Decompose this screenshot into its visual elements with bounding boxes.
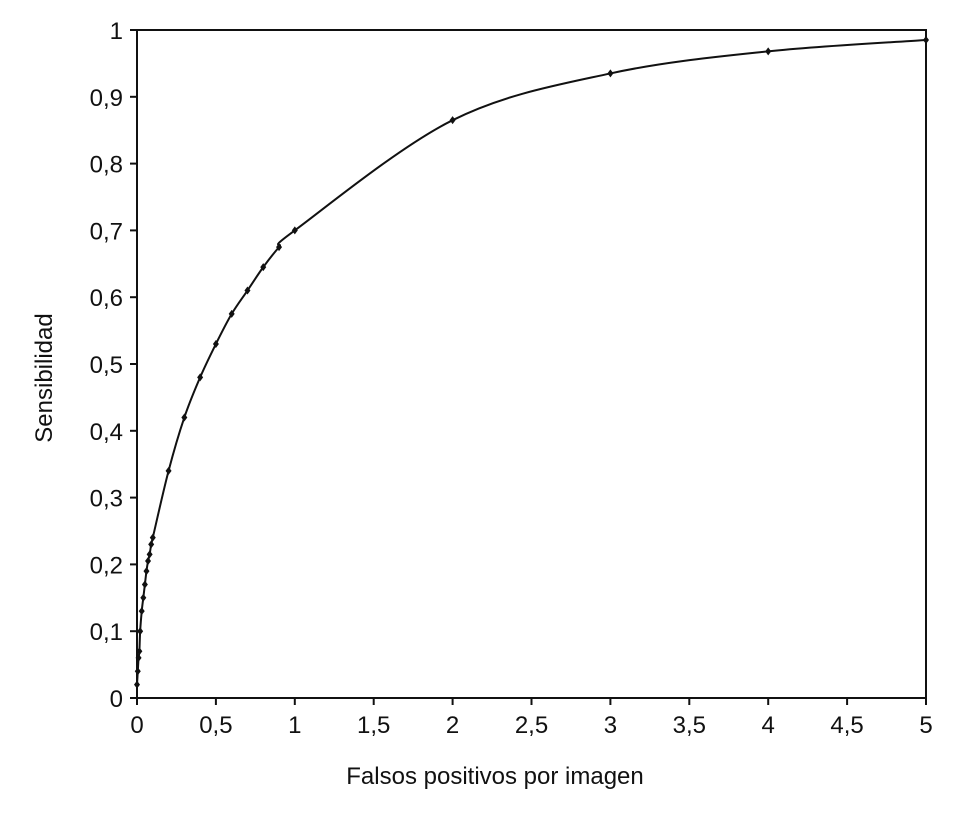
data-point-marker <box>181 413 188 422</box>
data-point-marker <box>141 580 148 589</box>
x-tick-label: 4 <box>762 712 775 739</box>
data-point-marker <box>138 607 145 616</box>
data-point-marker <box>197 373 204 382</box>
y-tick-label: 0,5 <box>90 352 123 379</box>
data-point-marker <box>148 540 155 549</box>
sensitivity-curve <box>136 39 927 685</box>
x-tick-label: 5 <box>919 712 932 739</box>
data-point-marker <box>137 627 144 636</box>
y-tick-label: 0,6 <box>90 285 123 312</box>
data-point-marker <box>134 667 141 676</box>
data-point-marker <box>260 263 267 272</box>
data-point-marker <box>765 47 772 56</box>
data-point-marker <box>276 243 283 252</box>
data-point-marker <box>607 69 614 78</box>
data-point-marker <box>149 533 156 542</box>
y-tick-label: 0,1 <box>90 619 123 646</box>
data-point-marker <box>291 226 298 235</box>
x-tick-label: 1 <box>288 712 301 739</box>
x-axis-ticks: 0 0,5 1 1,5 2 2,5 3 3,5 4 4,5 5 <box>130 698 933 739</box>
data-point-marker <box>244 286 251 295</box>
x-tick-label: 0 <box>130 712 143 739</box>
data-point-marker <box>135 653 142 662</box>
x-tick-label: 2,5 <box>515 712 548 739</box>
data-point-marker <box>449 116 456 125</box>
y-tick-label: 0 <box>110 686 123 713</box>
data-point-marker <box>228 309 235 318</box>
y-axis-ticks: 0 0,1 0,2 0,3 0,4 0,5 0,6 0,7 0,8 0,9 1 <box>90 18 137 713</box>
data-point-marker <box>143 567 150 576</box>
data-point-marker <box>923 36 929 45</box>
y-tick-label: 0,7 <box>90 218 123 245</box>
x-axis-title: Falsos positivos por imagen <box>346 763 643 790</box>
data-point-marker <box>136 647 143 656</box>
x-tick-label: 1,5 <box>357 712 390 739</box>
data-point-marker <box>212 339 219 348</box>
x-tick-label: 0,5 <box>199 712 232 739</box>
data-point-marker <box>165 466 172 475</box>
data-point-marker <box>134 680 140 689</box>
y-axis-title: Sensibilidad <box>31 313 58 442</box>
data-point-marker <box>145 557 152 566</box>
y-tick-label: 1 <box>110 18 123 45</box>
x-tick-label: 3,5 <box>673 712 706 739</box>
plot-frame <box>136 29 927 699</box>
y-tick-label: 0,8 <box>90 152 123 179</box>
x-tick-label: 3 <box>604 712 617 739</box>
y-tick-label: 0,3 <box>90 486 123 513</box>
y-tick-label: 0,2 <box>90 552 123 579</box>
data-point-marker <box>140 593 147 602</box>
x-tick-label: 2 <box>446 712 459 739</box>
y-tick-label: 0,4 <box>90 419 123 446</box>
data-point-marker <box>146 550 153 559</box>
y-tick-label: 0,9 <box>90 85 123 112</box>
data-points <box>134 36 929 689</box>
x-tick-label: 4,5 <box>830 712 863 739</box>
